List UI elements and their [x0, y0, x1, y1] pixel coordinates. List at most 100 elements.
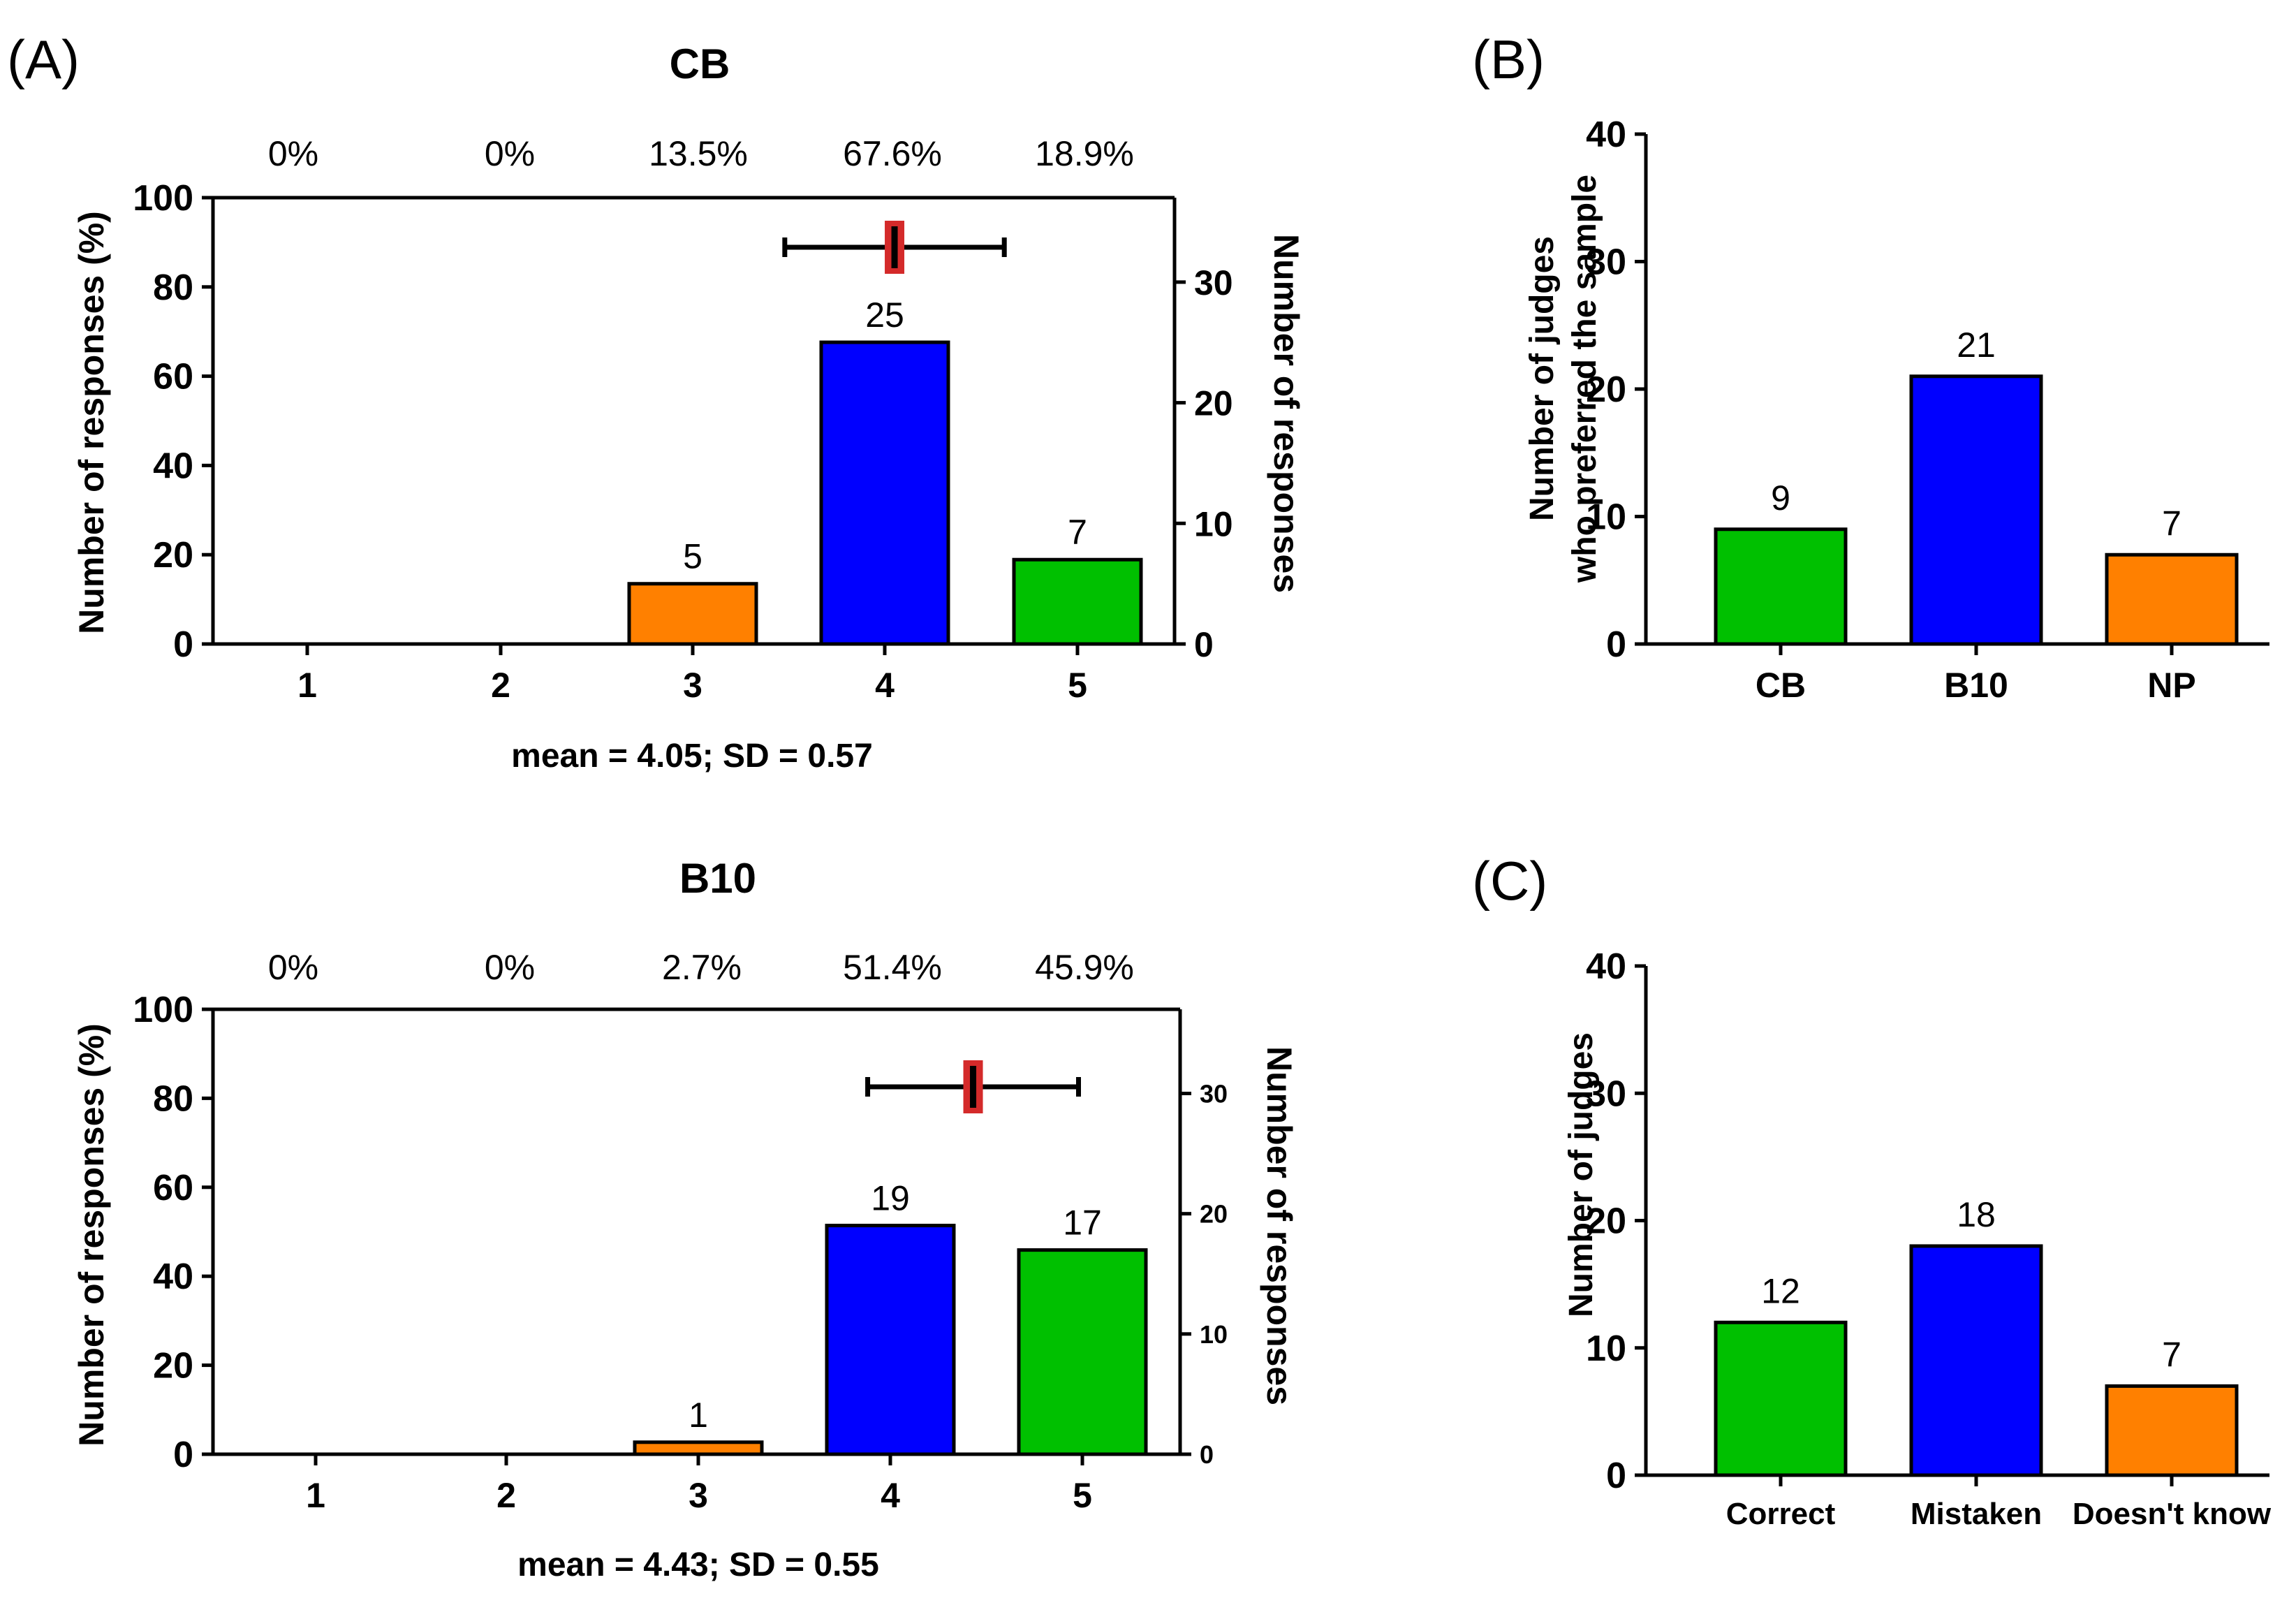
y-tick-label: 100 — [133, 990, 193, 1030]
panel-label-a: (A) — [7, 29, 80, 90]
bar-value-label: 7 — [2162, 1335, 2181, 1374]
chart-cb: CB 0% 0% 13.5% 67.6% 18.9% Number of res… — [72, 41, 1306, 775]
y-tick-label: 20 — [1586, 369, 1626, 410]
panel-label-c: (C) — [1472, 850, 1547, 912]
y-tick-label: 10 — [1586, 497, 1626, 538]
percent-label: 0% — [268, 948, 318, 987]
y2-tick-label: 10 — [1194, 504, 1233, 543]
bar — [1714, 527, 1848, 646]
chart-b10-percent-labels: 0% 0% 2.7% 51.4% 45.9% — [268, 948, 1134, 987]
bar — [1012, 557, 1143, 646]
bar-value-label: 21 — [1957, 325, 1996, 365]
x-tick-label: CB — [1756, 666, 1806, 705]
y-tick-label: 100 — [133, 178, 193, 219]
percent-label: 13.5% — [649, 134, 748, 173]
chart-cb-y-axis-label: Number of responses (%) — [72, 211, 111, 634]
y2-tick-label: 20 — [1194, 384, 1233, 423]
x-tick-label: 2 — [496, 1476, 516, 1515]
y-tick-label: 20 — [153, 1346, 193, 1386]
percent-label: 0% — [268, 134, 318, 173]
y-tick-label: 0 — [1606, 624, 1626, 665]
chart-cb-y2-axis-label: Number of responses — [1267, 234, 1306, 593]
y-tick-label: 60 — [153, 357, 193, 397]
y-tick-label: 0 — [173, 624, 193, 665]
y2-tick-label: 0 — [1200, 1440, 1214, 1469]
percent-label: 18.9% — [1035, 134, 1134, 173]
chart-preference: Number of judges who preferred the sampl… — [1524, 115, 2269, 705]
bar-count-label: 19 — [871, 1179, 910, 1218]
chart-b10-summary: mean = 4.43; SD = 0.55 — [517, 1546, 879, 1583]
bar — [819, 340, 950, 646]
bar-count-label: 7 — [1068, 513, 1087, 552]
y-tick-label: 20 — [1586, 1201, 1626, 1242]
y-tick-label: 40 — [1586, 946, 1626, 987]
chart-preference-y-axis-label-line-1: Number of judges — [1524, 236, 1561, 521]
bar-count-label: 1 — [689, 1396, 708, 1435]
bar — [1909, 374, 2043, 646]
bar — [1017, 1248, 1148, 1456]
x-tick-label: Doesn't know — [2073, 1497, 2272, 1531]
chart-cb-summary: mean = 4.05; SD = 0.57 — [511, 738, 873, 775]
y-tick-label: 40 — [153, 446, 193, 486]
chart-identification: Number of judges 12 18 7 0 10 20 30 40 Correct Mi… — [1563, 946, 2272, 1531]
bar — [627, 582, 758, 646]
panel-label-b: (B) — [1472, 29, 1545, 90]
x-tick-label: NP — [2147, 666, 2195, 705]
x-tick-label: 2 — [491, 666, 510, 705]
chart-cb-title: CB — [670, 41, 730, 87]
y2-tick-label: 10 — [1200, 1320, 1228, 1349]
y-tick-label: 30 — [1586, 1074, 1626, 1114]
percent-label: 51.4% — [843, 948, 942, 987]
y-tick-label: 0 — [1606, 1456, 1626, 1496]
y-tick-label: 20 — [153, 535, 193, 576]
bar-count-label: 17 — [1063, 1203, 1102, 1243]
y-tick-label: 10 — [1586, 1328, 1626, 1369]
x-tick-label: Correct — [1726, 1497, 1836, 1531]
bar-count-label: 5 — [683, 537, 702, 576]
chart-b10-y-axis-label: Number of responses (%) — [72, 1023, 111, 1447]
x-tick-label: 3 — [683, 666, 702, 705]
x-tick-label: 5 — [1068, 666, 1087, 705]
y2-tick-label: 0 — [1194, 625, 1214, 664]
percent-label: 2.7% — [662, 948, 742, 987]
x-tick-label: B10 — [1944, 666, 2008, 705]
bar — [2105, 1384, 2239, 1477]
y-tick-label: 30 — [1586, 242, 1626, 283]
bar-count-label: 25 — [865, 295, 904, 335]
bar — [1714, 1320, 1848, 1477]
percent-label: 67.6% — [843, 134, 942, 173]
y-tick-label: 60 — [153, 1168, 193, 1208]
y2-tick-label: 20 — [1200, 1200, 1228, 1229]
chart-cb-percent-labels: 0% 0% 13.5% 67.6% 18.9% — [268, 134, 1134, 173]
x-tick-label: 3 — [689, 1476, 708, 1515]
percent-label: 45.9% — [1035, 948, 1134, 987]
x-tick-label: Mistaken — [1911, 1497, 2042, 1531]
y-tick-label: 40 — [153, 1257, 193, 1297]
bar — [2105, 552, 2239, 646]
bar — [1909, 1244, 2043, 1477]
y2-tick-label: 30 — [1200, 1079, 1228, 1108]
x-tick-label: 4 — [875, 666, 895, 705]
chart-preference-y-axis-label-line-2: who preferred the sample — [1566, 175, 1603, 583]
bar-value-label: 9 — [1771, 478, 1790, 518]
x-tick-label: 1 — [297, 666, 317, 705]
chart-identification-y-axis-label: Number of judges — [1563, 1032, 1600, 1317]
x-tick-label: 4 — [881, 1476, 900, 1515]
bar-value-label: 12 — [1761, 1271, 1800, 1310]
bar — [633, 1440, 764, 1456]
chart-b10-title: B10 — [679, 855, 756, 902]
y-tick-label: 40 — [1586, 115, 1626, 155]
percent-label: 0% — [485, 948, 535, 987]
percent-label: 0% — [485, 134, 535, 173]
y-tick-label: 0 — [173, 1435, 193, 1475]
chart-b10-y2-axis-label: Number of responses — [1260, 1046, 1299, 1405]
bar-value-label: 18 — [1957, 1195, 1996, 1234]
x-tick-label: 1 — [306, 1476, 325, 1515]
y-tick-label: 80 — [153, 268, 193, 308]
bar — [825, 1224, 956, 1456]
y2-tick-label: 30 — [1194, 263, 1233, 302]
bar-value-label: 7 — [2162, 504, 2181, 543]
chart-b10: B10 0% 0% 2.7% 51.4% 45.9% Number of res… — [72, 855, 1299, 1583]
